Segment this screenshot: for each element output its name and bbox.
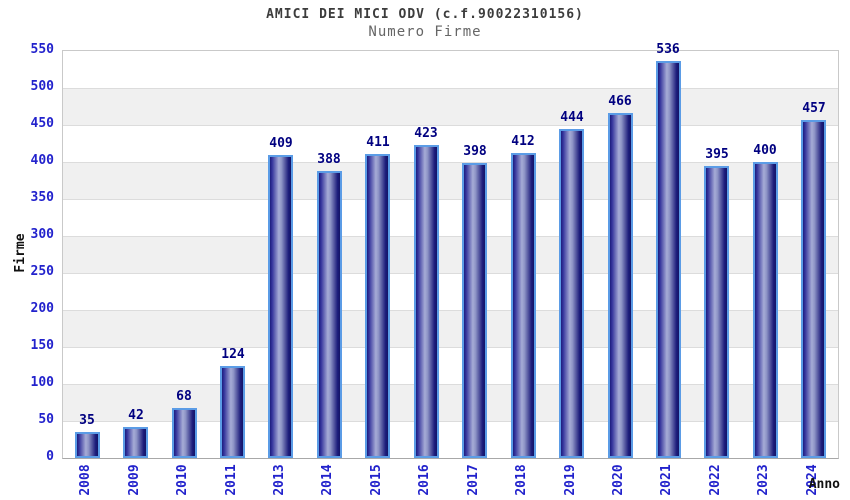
- bar-value-label: 124: [221, 347, 245, 362]
- bar-value-label: 457: [802, 101, 826, 116]
- bar-value-label: 423: [414, 126, 438, 141]
- x-tick-label: 2022: [708, 464, 723, 496]
- bar: [559, 129, 584, 458]
- x-tick-label: 2008: [78, 464, 93, 496]
- y-tick-label: 0: [46, 449, 54, 464]
- chart-subtitle: Numero Firme: [368, 24, 482, 40]
- x-tick-label: 2014: [320, 464, 335, 496]
- y-tick-label: 150: [30, 338, 54, 353]
- bar: [268, 155, 293, 458]
- y-tick-label: 250: [30, 264, 54, 279]
- gridline: [63, 199, 838, 200]
- y-tick-label: 200: [30, 301, 54, 316]
- bar: [608, 113, 633, 458]
- bar: [317, 171, 342, 458]
- bar-value-label: 411: [366, 135, 390, 150]
- bar: [123, 427, 148, 458]
- bar: [753, 162, 778, 458]
- x-tick-label: 2011: [224, 464, 239, 496]
- bar-value-label: 412: [511, 134, 535, 149]
- bar: [365, 154, 390, 458]
- y-tick-label: 400: [30, 153, 54, 168]
- bar-value-label: 400: [753, 143, 777, 158]
- x-tick-label: 2018: [514, 464, 529, 496]
- y-tick-label: 350: [30, 190, 54, 205]
- y-tick-label: 550: [30, 42, 54, 57]
- y-tick-label: 300: [30, 227, 54, 242]
- bar-value-label: 35: [79, 413, 95, 428]
- bar: [801, 120, 826, 458]
- bar: [414, 145, 439, 458]
- x-axis-title: Anno: [808, 477, 840, 492]
- bar: [656, 61, 681, 458]
- bar-value-label: 68: [176, 389, 192, 404]
- bar-value-label: 444: [560, 110, 584, 125]
- gridline: [63, 384, 838, 385]
- y-tick-label: 100: [30, 375, 54, 390]
- bar-value-label: 388: [317, 152, 341, 167]
- y-tick-label: 450: [30, 116, 54, 131]
- gridline: [63, 310, 838, 311]
- x-tick-label: 2010: [175, 464, 190, 496]
- x-tick-label: 2016: [417, 464, 432, 496]
- bar: [220, 366, 245, 458]
- bar: [462, 163, 487, 458]
- bar: [704, 166, 729, 458]
- bar: [172, 408, 197, 458]
- bar-value-label: 409: [269, 136, 293, 151]
- x-tick-label: 2013: [272, 464, 287, 496]
- bar-value-label: 536: [656, 42, 680, 57]
- gridline: [63, 236, 838, 237]
- plot-area: 35 42 68 124 409 388 411 423 398 412 444 466 536 395 4…: [62, 42, 839, 459]
- x-tick-label: 2009: [127, 464, 142, 496]
- bar-value-label: 398: [463, 144, 487, 159]
- bar: [511, 153, 536, 458]
- bar-value-label: 42: [128, 408, 144, 423]
- gridline: [63, 125, 838, 126]
- gridline: [63, 347, 838, 348]
- x-tick-label: 2019: [563, 464, 578, 496]
- gridline: [63, 273, 838, 274]
- gridline: [63, 162, 838, 163]
- bar: [75, 432, 100, 458]
- x-tick-label: 2021: [659, 464, 674, 496]
- x-tick-label: 2017: [466, 464, 481, 496]
- x-tick-label: 2015: [369, 464, 384, 496]
- x-tick-label: 2023: [756, 464, 771, 496]
- chart-title: AMICI DEI MICI ODV (c.f.90022310156): [266, 7, 584, 22]
- bar-value-label: 395: [705, 147, 729, 162]
- gridline: [63, 88, 838, 89]
- bar-value-label: 466: [608, 94, 632, 109]
- gridline: [63, 421, 838, 422]
- x-axis-labels: 2008 2009 2010 2011 2013 2014 2015 2016 2017 2018…: [62, 458, 837, 500]
- y-tick-label: 500: [30, 79, 54, 94]
- x-tick-label: 2020: [611, 464, 626, 496]
- y-tick-label: 50: [38, 412, 54, 427]
- grid-band: [63, 88, 838, 125]
